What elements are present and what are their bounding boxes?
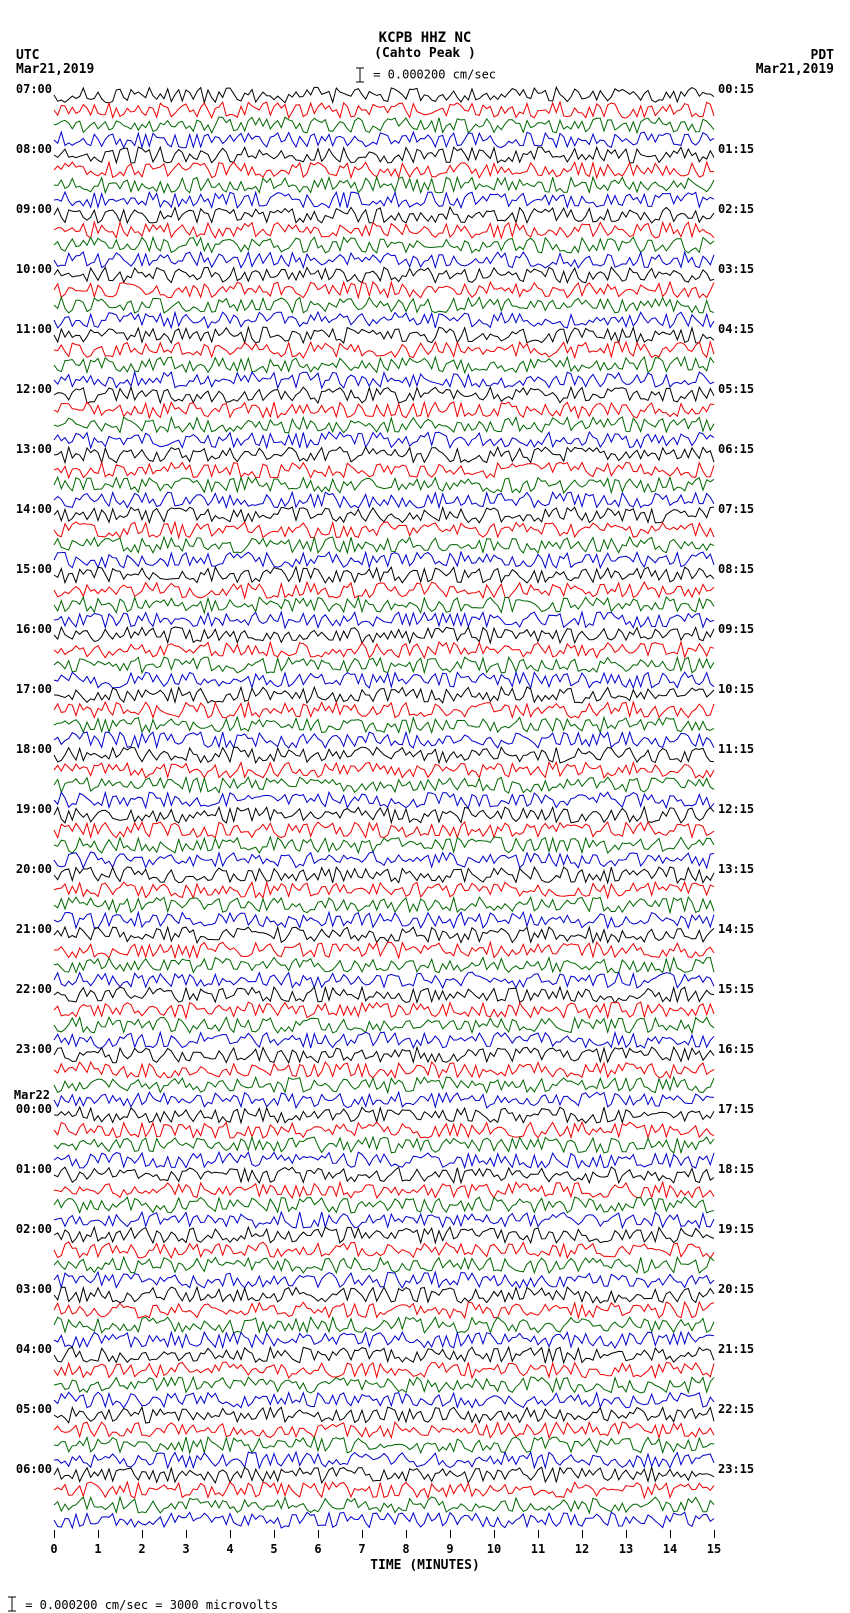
x-tick-label: 8 — [402, 1542, 409, 1556]
trace-row — [54, 1513, 714, 1527]
station-location: (Cahto Peak ) — [0, 46, 850, 61]
x-tick-label: 9 — [446, 1542, 453, 1556]
scale-bottom-text: = 0.000200 cm/sec = 3000 microvolts — [25, 1598, 278, 1612]
x-tick-mark — [670, 1530, 671, 1538]
left-time-label: 14:00 — [2, 502, 52, 516]
left-time-label: 02:00 — [2, 1222, 52, 1236]
x-tick-mark — [186, 1530, 187, 1538]
x-tick-label: 0 — [50, 1542, 57, 1556]
x-tick-mark — [98, 1530, 99, 1538]
left-time-label: 05:00 — [2, 1402, 52, 1416]
left-time-label: 09:00 — [2, 202, 52, 216]
x-tick-label: 6 — [314, 1542, 321, 1556]
right-time-label: 11:15 — [718, 742, 778, 756]
x-tick-label: 11 — [531, 1542, 545, 1556]
x-tick-label: 10 — [487, 1542, 501, 1556]
left-time-label: 23:00 — [2, 1042, 52, 1056]
x-tick-label: 4 — [226, 1542, 233, 1556]
right-time-label: 23:15 — [718, 1462, 778, 1476]
x-tick-mark — [362, 1530, 363, 1538]
right-time-label: 19:15 — [718, 1222, 778, 1236]
x-tick-label: 14 — [663, 1542, 677, 1556]
x-tick-mark — [494, 1530, 495, 1538]
x-tick-mark — [406, 1530, 407, 1538]
right-time-label: 20:15 — [718, 1282, 778, 1296]
seismogram-plot — [54, 88, 714, 1528]
right-time-label: 09:15 — [718, 622, 778, 636]
right-time-label: 00:15 — [718, 82, 778, 96]
right-time-label: 12:15 — [718, 802, 778, 816]
right-time-label: 18:15 — [718, 1162, 778, 1176]
right-time-label: 05:15 — [718, 382, 778, 396]
x-tick-label: 1 — [94, 1542, 101, 1556]
x-tick-mark — [714, 1530, 715, 1538]
right-time-label: 08:15 — [718, 562, 778, 576]
left-time-label: 01:00 — [2, 1162, 52, 1176]
right-time-label: 15:15 — [718, 982, 778, 996]
right-time-label: 10:15 — [718, 682, 778, 696]
scale-top-text: = 0.000200 cm/sec — [373, 68, 496, 82]
x-tick-mark — [582, 1530, 583, 1538]
tz-right: PDT — [811, 48, 834, 63]
left-time-label: 04:00 — [2, 1342, 52, 1356]
right-time-label: 16:15 — [718, 1042, 778, 1056]
x-tick-mark — [230, 1530, 231, 1538]
right-time-label: 03:15 — [718, 262, 778, 276]
scale-indicator-bottom: = 0.000200 cm/sec = 3000 microvolts — [6, 1595, 278, 1613]
left-time-label: 10:00 — [2, 262, 52, 276]
x-tick-mark — [318, 1530, 319, 1538]
date-right: Mar21,2019 — [756, 62, 834, 77]
right-time-label: 22:15 — [718, 1402, 778, 1416]
left-time-label: 15:00 — [2, 562, 52, 576]
left-time-label: 07:00 — [2, 82, 52, 96]
tz-left: UTC — [16, 48, 39, 63]
x-tick-mark — [538, 1530, 539, 1538]
x-tick-label: 3 — [182, 1542, 189, 1556]
x-tick-label: 7 — [358, 1542, 365, 1556]
right-time-label: 06:15 — [718, 442, 778, 456]
right-time-label: 01:15 — [718, 142, 778, 156]
date-break-label: Mar22 — [0, 1088, 50, 1102]
scale-bar-icon — [6, 1595, 18, 1613]
right-time-label: 07:15 — [718, 502, 778, 516]
left-time-label: 21:00 — [2, 922, 52, 936]
left-time-label: 18:00 — [2, 742, 52, 756]
left-time-label: 19:00 — [2, 802, 52, 816]
left-time-label: 03:00 — [2, 1282, 52, 1296]
x-tick-mark — [54, 1530, 55, 1538]
right-time-label: 17:15 — [718, 1102, 778, 1116]
date-left: Mar21,2019 — [16, 62, 94, 77]
x-tick-label: 2 — [138, 1542, 145, 1556]
left-time-label: 00:00 — [2, 1102, 52, 1116]
left-time-label: 13:00 — [2, 442, 52, 456]
x-tick-mark — [450, 1530, 451, 1538]
station-code: KCPB HHZ NC — [0, 30, 850, 46]
x-tick-label: 15 — [707, 1542, 721, 1556]
right-time-label: 21:15 — [718, 1342, 778, 1356]
x-tick-mark — [274, 1530, 275, 1538]
left-time-label: 11:00 — [2, 322, 52, 336]
right-time-label: 04:15 — [718, 322, 778, 336]
left-time-label: 08:00 — [2, 142, 52, 156]
left-time-label: 12:00 — [2, 382, 52, 396]
x-tick-label: 12 — [575, 1542, 589, 1556]
left-time-label: 06:00 — [2, 1462, 52, 1476]
left-time-label: 16:00 — [2, 622, 52, 636]
x-tick-mark — [626, 1530, 627, 1538]
x-axis-label: TIME (MINUTES) — [0, 1558, 850, 1573]
left-time-label: 17:00 — [2, 682, 52, 696]
right-time-label: 02:15 — [718, 202, 778, 216]
x-tick-label: 5 — [270, 1542, 277, 1556]
x-tick-label: 13 — [619, 1542, 633, 1556]
left-time-label: 20:00 — [2, 862, 52, 876]
right-time-label: 13:15 — [718, 862, 778, 876]
right-time-label: 14:15 — [718, 922, 778, 936]
x-tick-mark — [142, 1530, 143, 1538]
left-time-label: 22:00 — [2, 982, 52, 996]
